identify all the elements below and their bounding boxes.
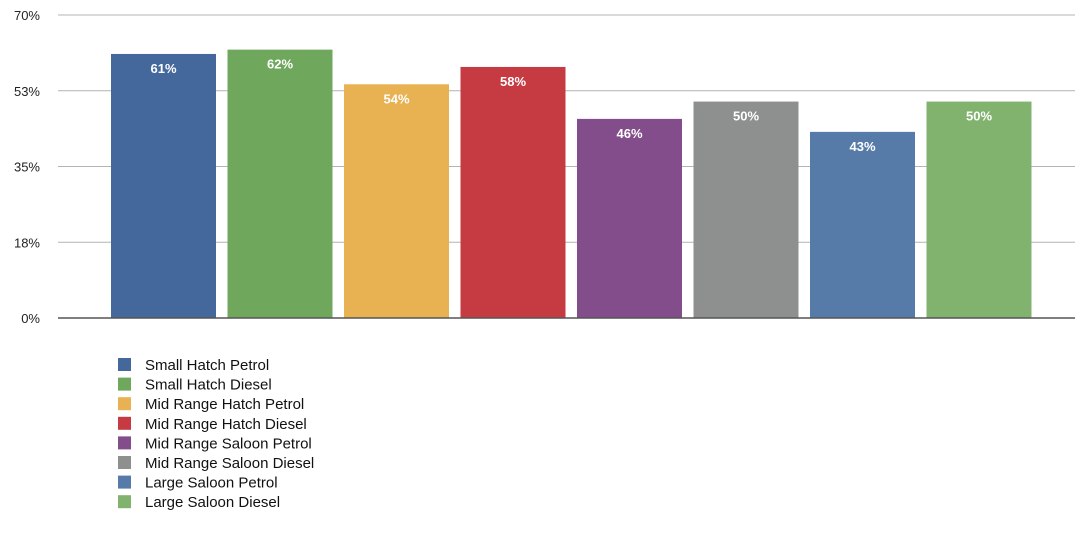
bar-data-label: 43% bbox=[849, 139, 875, 154]
bar-data-label: 50% bbox=[966, 109, 992, 124]
legend-swatch bbox=[118, 495, 131, 509]
bar-data-label: 62% bbox=[267, 57, 293, 72]
legend-swatch bbox=[118, 377, 131, 391]
bar-data-label: 46% bbox=[616, 126, 642, 141]
bar bbox=[926, 101, 1032, 318]
bars: 61% 62% 54% 58% 46% 50% 43% 50% bbox=[111, 49, 1032, 318]
bar bbox=[577, 118, 682, 318]
bar bbox=[810, 131, 915, 318]
legend-entry: Mid Range Saloon Petrol bbox=[145, 435, 312, 452]
bar bbox=[693, 101, 799, 318]
bar-data-label: 58% bbox=[500, 74, 526, 89]
y-tick-label: 35% bbox=[14, 160, 40, 175]
bar bbox=[227, 49, 333, 318]
legend-swatch bbox=[118, 358, 131, 371]
y-tick-label: 18% bbox=[14, 235, 40, 250]
bar-data-label: 54% bbox=[383, 91, 409, 106]
legend-entry: Large Saloon Petrol bbox=[145, 475, 278, 492]
legend-entry: Mid Range Hatch Petrol bbox=[145, 396, 304, 413]
bar bbox=[111, 53, 216, 318]
legend-entry: Small Hatch Petrol bbox=[145, 357, 269, 374]
legend-entry: Mid Range Hatch Diesel bbox=[145, 416, 307, 433]
bar bbox=[344, 84, 449, 318]
legend-entry: Small Hatch Diesel bbox=[145, 377, 272, 394]
y-tick-label: 70% bbox=[14, 8, 40, 23]
legend-entry: Mid Range Saloon Diesel bbox=[145, 455, 314, 472]
y-tick-label: 0% bbox=[21, 311, 40, 326]
bar-data-label: 50% bbox=[733, 109, 759, 124]
legend-swatch bbox=[118, 397, 131, 411]
y-tick-label: 53% bbox=[14, 84, 40, 99]
legend-entry: Large Saloon Diesel bbox=[145, 494, 280, 511]
legend-swatch bbox=[118, 475, 131, 489]
legend: Small Hatch Petrol Small Hatch Diesel Mid … bbox=[118, 357, 314, 511]
legend-swatch bbox=[118, 416, 131, 430]
bar-data-label: 61% bbox=[150, 61, 176, 76]
legend-swatch bbox=[118, 456, 131, 469]
bar bbox=[460, 66, 566, 318]
legend-swatch bbox=[118, 436, 131, 450]
